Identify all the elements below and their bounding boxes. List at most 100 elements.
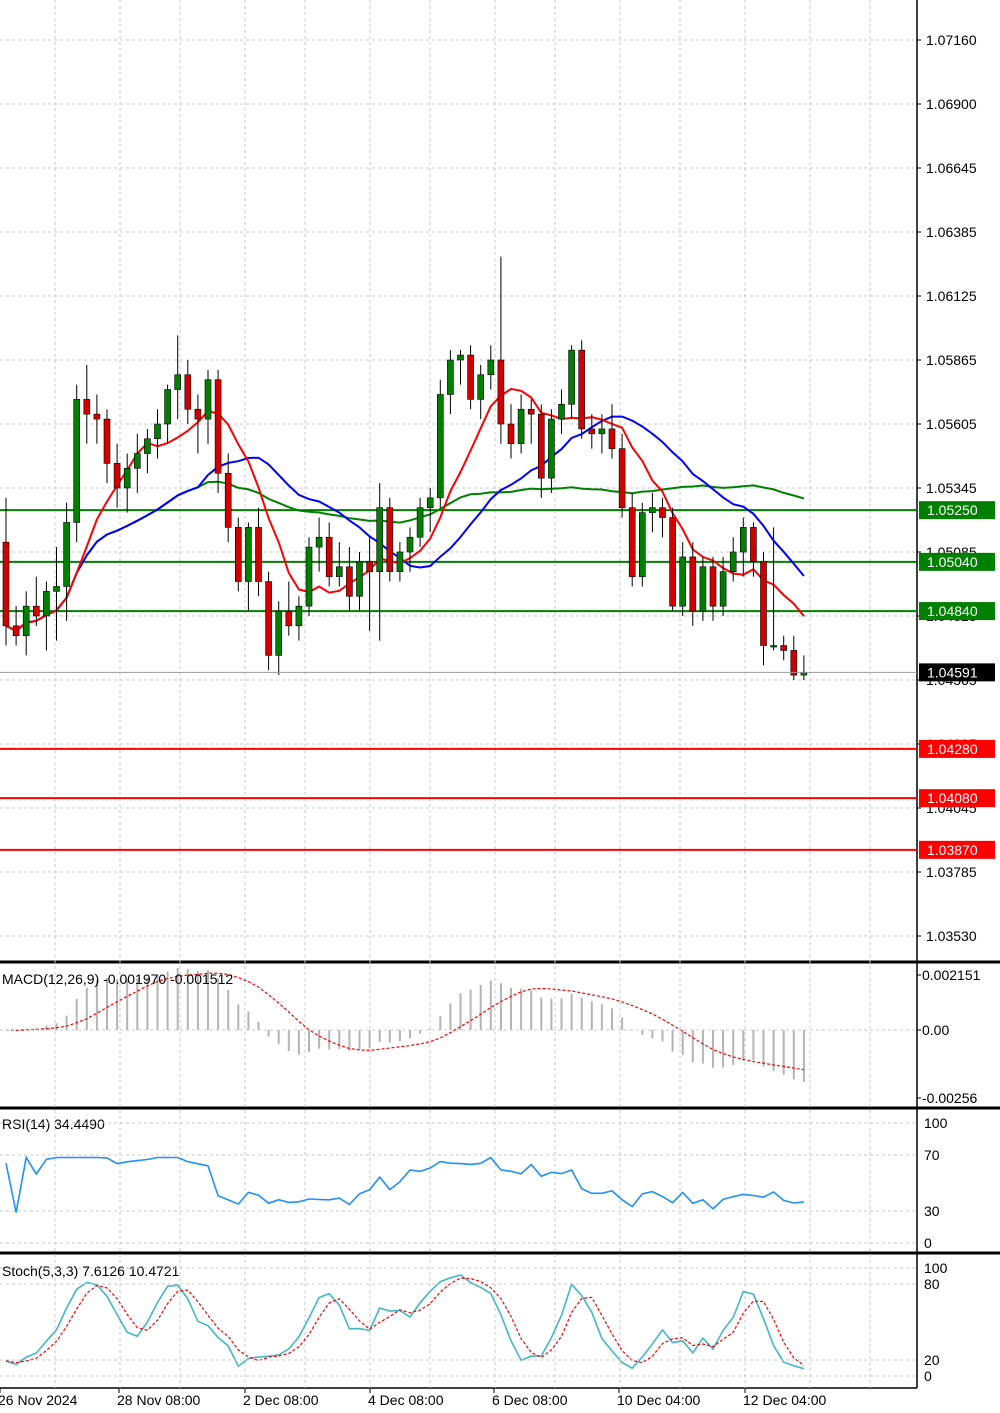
- support-label: 1.04080: [927, 790, 978, 806]
- bullish-candle: [477, 374, 485, 400]
- bearish-candle: [669, 517, 676, 607]
- bullish-candle: [719, 571, 727, 607]
- bullish-candle: [174, 374, 181, 390]
- resistance-label-box: [919, 552, 995, 571]
- bearish-candle: [12, 625, 20, 636]
- support-label-box: [919, 789, 995, 808]
- price-panel: [0, 0, 917, 960]
- bullish-candle: [406, 536, 414, 553]
- price-tick-label: 1.06385: [926, 224, 977, 240]
- bullish-candle: [426, 497, 434, 508]
- stoch-title: Stoch(5,3,3) 7.6126 10.4721: [2, 1263, 180, 1279]
- bullish-candle: [123, 468, 131, 489]
- bullish-candle: [63, 522, 70, 587]
- bullish-candle: [396, 551, 404, 572]
- bullish-candle: [154, 423, 161, 440]
- bullish-candle: [53, 586, 60, 592]
- resistance-label-box: [919, 501, 995, 520]
- bearish-candle: [537, 413, 545, 479]
- resistance-label: 1.05040: [927, 554, 978, 570]
- rsi-panel: [0, 1112, 917, 1250]
- bearish-candle: [194, 408, 202, 420]
- bearish-candle: [497, 359, 505, 425]
- bullish-candle: [295, 605, 303, 627]
- macd-signal-line: [5, 972, 804, 1071]
- rsi-tick-label: 30: [924, 1203, 940, 1219]
- stoch-tick-label: 100: [924, 1260, 948, 1276]
- bearish-candle: [113, 463, 121, 489]
- bullish-candle: [416, 507, 424, 538]
- macd-tick-label: 0.002151: [922, 967, 981, 983]
- bearish-candle: [790, 650, 798, 676]
- price-tick-label: 1.05345: [926, 480, 977, 496]
- price-tick-label: 1.07160: [926, 32, 977, 48]
- bullish-candle: [638, 512, 646, 577]
- bearish-candle: [214, 379, 222, 474]
- price-tick-label: 1.06900: [926, 96, 977, 112]
- bullish-candle: [305, 546, 313, 607]
- time-axis-label: 6 Dec 08:00: [492, 1392, 568, 1408]
- current-price-box: [919, 663, 995, 682]
- bullish-candle: [164, 389, 171, 425]
- time-axis-label: 28 Nov 08:00: [117, 1392, 200, 1408]
- macd-title: MACD(12,26,9) -0.001970 -0.001512: [2, 971, 233, 987]
- bearish-candle: [628, 507, 636, 577]
- bullish-candle: [729, 551, 737, 572]
- bullish-candle: [335, 566, 343, 577]
- bullish-candle: [275, 610, 283, 656]
- macd-tick-label: -0.00256: [922, 1090, 977, 1106]
- moving-average-mid: [5, 415, 805, 632]
- moving-average-fast: [5, 387, 805, 632]
- bearish-candle: [2, 541, 10, 627]
- bullish-candle: [436, 394, 444, 499]
- bearish-candle: [386, 507, 394, 572]
- bullish-candle: [568, 349, 575, 405]
- bearish-candle: [588, 428, 596, 435]
- rsi-tick-label: 100: [924, 1115, 948, 1131]
- bearish-candle: [608, 428, 616, 449]
- resistance-label: 1.04840: [927, 603, 978, 619]
- bearish-candle: [235, 527, 242, 582]
- support-label-box: [919, 739, 995, 758]
- bearish-candle: [93, 413, 101, 420]
- bullish-candle: [315, 536, 323, 548]
- stoch-main-line: [5, 1274, 805, 1370]
- rsi-tick-label: 0: [924, 1235, 932, 1251]
- bullish-candle: [649, 507, 656, 513]
- rsi-tick-label: 70: [924, 1147, 940, 1163]
- support-label: 1.04280: [927, 741, 978, 757]
- bullish-candle: [548, 418, 555, 479]
- bullish-candle: [447, 359, 454, 395]
- bearish-candle: [184, 374, 192, 410]
- bearish-candle: [527, 408, 535, 415]
- bullish-candle: [487, 359, 495, 376]
- bearish-candle: [366, 561, 373, 572]
- bullish-candle: [144, 438, 151, 454]
- support-label: 1.03870: [927, 842, 978, 858]
- bullish-candle: [204, 379, 212, 420]
- time-axis-label: 12 Dec 04:00: [743, 1392, 826, 1408]
- bearish-candle: [255, 527, 262, 582]
- resistance-label-box: [919, 602, 995, 621]
- resistance-label: 1.05250: [927, 502, 978, 518]
- bullish-candle: [43, 591, 50, 617]
- rsi-title: RSI(14) 34.4490: [2, 1116, 105, 1132]
- rsi-line: [5, 1155, 804, 1213]
- bullish-candle: [517, 408, 525, 444]
- bearish-candle: [578, 349, 586, 430]
- bearish-candle: [285, 610, 293, 627]
- bearish-candle: [346, 566, 353, 597]
- bearish-candle: [32, 605, 40, 617]
- current-price-label: 1.04591: [927, 664, 978, 680]
- bullish-candle: [356, 561, 363, 597]
- bearish-candle: [467, 354, 474, 400]
- price-tick-label: 1.05605: [926, 416, 977, 432]
- bullish-candle: [699, 566, 707, 612]
- price-tick-label: 1.03530: [926, 928, 977, 944]
- bearish-candle: [709, 566, 717, 607]
- bullish-candle: [376, 507, 384, 572]
- bullish-candle: [739, 527, 747, 553]
- price-tick-label: 1.06125: [926, 288, 977, 304]
